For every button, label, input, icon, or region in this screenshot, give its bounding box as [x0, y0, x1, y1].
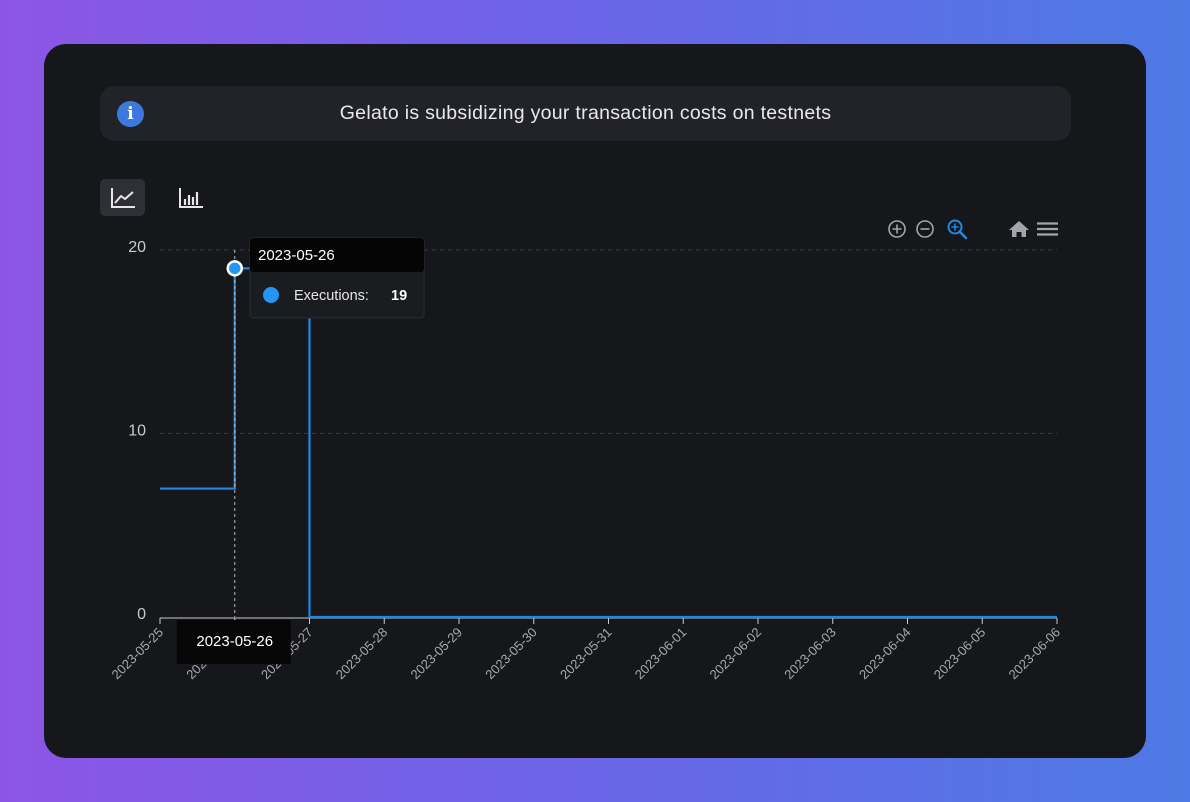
x-tick-label: 2023-06-02: [706, 625, 764, 683]
bar-chart-button[interactable]: [168, 179, 213, 216]
tooltip-header: [250, 238, 424, 272]
x-tick-label: 2023-05-31: [557, 625, 615, 683]
tooltip-value: 19: [391, 288, 407, 304]
zoom-selection-icon[interactable]: [947, 219, 968, 240]
x-tick-label: 2023-06-05: [931, 625, 989, 683]
zoom-in-icon[interactable]: [888, 220, 906, 238]
chart-toolbar: [888, 219, 1058, 240]
tooltip-label: Executions:: [294, 288, 369, 304]
x-tick-label: 2023-06-06: [1005, 625, 1063, 683]
tooltip-marker: [263, 287, 279, 303]
home-icon[interactable]: [1009, 221, 1029, 237]
tooltip-title: 2023-05-26: [258, 247, 335, 264]
banner-text: Gelato is subsidizing your transaction c…: [339, 102, 832, 124]
y-tick-label: 10: [128, 423, 146, 440]
x-tick-label: 2023-05-25: [108, 625, 166, 683]
x-tick-label: 2023-05-29: [407, 625, 465, 683]
x-tick-label: 2023-06-04: [856, 625, 914, 683]
line-chart-button[interactable]: [100, 179, 145, 216]
series-line-executions: [160, 267, 1057, 619]
zoom-out-icon[interactable]: [916, 220, 934, 238]
crosshair-label: 2023-05-26: [196, 633, 273, 650]
info-icon: i: [117, 101, 144, 127]
x-tick-label: 2023-05-30: [482, 625, 540, 683]
data-point-hover[interactable]: [226, 260, 243, 277]
x-tick-label: 2023-06-01: [632, 625, 690, 683]
line-chart-icon: [110, 187, 135, 208]
y-tick-label: 0: [137, 606, 146, 623]
info-banner: i Gelato is subsidizing your transaction…: [100, 86, 1071, 141]
crosshair-label-box: [176, 620, 291, 664]
x-tick-label: 2023-05-28: [333, 625, 391, 683]
bar-chart-icon: [178, 187, 203, 208]
y-tick-label: 20: [128, 239, 146, 256]
x-tick-label: 2023-06-03: [781, 625, 839, 683]
menu-icon[interactable]: [1037, 222, 1058, 236]
